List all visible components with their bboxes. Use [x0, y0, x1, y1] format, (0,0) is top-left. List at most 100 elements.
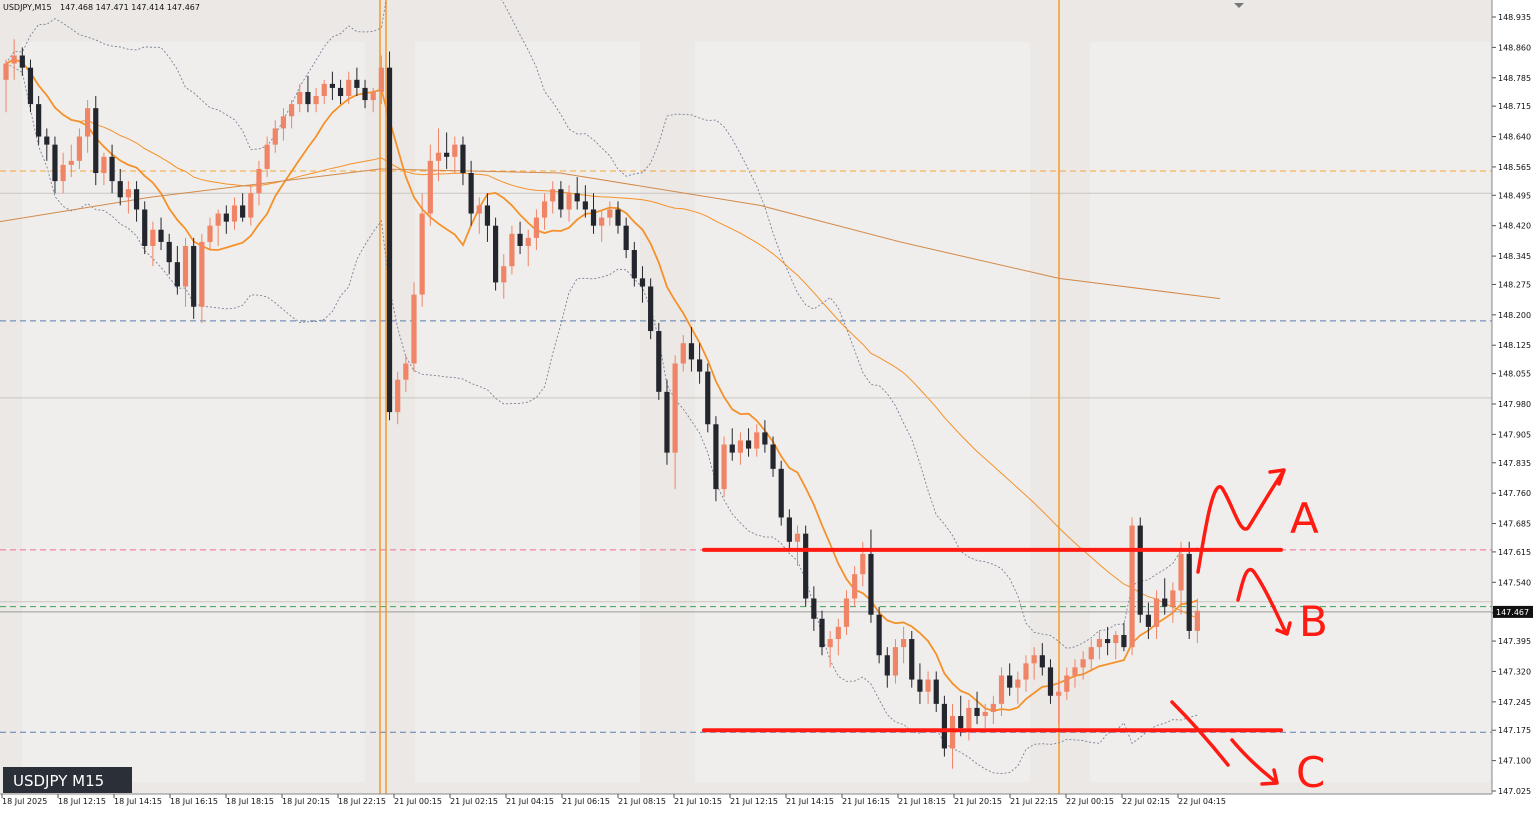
candle-body	[395, 379, 401, 413]
candle-body	[199, 241, 205, 307]
candle-body	[599, 217, 605, 226]
scenario-a-arrowhead	[1268, 468, 1286, 486]
moving-average-mid	[5, 58, 1198, 619]
candle-body	[786, 517, 792, 542]
candle-body	[3, 63, 9, 80]
candle-body	[745, 440, 752, 449]
time-tick-label: 18 Jul 18:15	[226, 797, 274, 806]
price-tick-label: 148.420	[1498, 222, 1531, 231]
ohlc-quote: 147.468 147.471 147.414 147.467	[60, 3, 200, 12]
time-tick-label: 21 Jul 14:15	[786, 797, 834, 806]
candle-body	[811, 598, 817, 619]
candle-body	[1088, 647, 1094, 660]
candle-body	[125, 189, 131, 198]
candle-body	[656, 331, 662, 392]
price-tick-label: 148.275	[1498, 280, 1531, 289]
session-block	[695, 42, 1030, 782]
candle-body	[819, 618, 825, 648]
price-tick-label: 147.395	[1498, 637, 1531, 646]
candle-body	[876, 614, 882, 656]
candle-body	[370, 91, 376, 101]
candle-body	[517, 233, 523, 246]
candle-body	[444, 152, 450, 157]
session-block	[22, 42, 365, 782]
candle-body	[297, 91, 303, 105]
candle-body	[1153, 598, 1160, 627]
candle-body	[27, 67, 34, 105]
session-shading	[22, 42, 1490, 782]
candle-body	[256, 168, 262, 194]
candle-body	[133, 189, 140, 210]
price-tick-label: 148.715	[1498, 102, 1531, 111]
candle-body	[1194, 610, 1200, 631]
candle-body	[909, 639, 915, 680]
candle-body	[958, 716, 964, 729]
time-tick-label: 22 Jul 04:15	[1178, 797, 1226, 806]
candle-body	[925, 679, 931, 692]
candle-body	[142, 209, 148, 246]
time-tick-label: 21 Jul 16:15	[842, 797, 890, 806]
price-tick-label: 147.760	[1498, 489, 1531, 498]
candle-body	[11, 55, 17, 64]
candle-body	[1105, 639, 1111, 644]
candle-body	[697, 359, 703, 372]
candle-body	[550, 189, 556, 202]
candle-body	[158, 229, 164, 242]
scenario-a-label: A	[1290, 494, 1319, 543]
price-tick-label: 148.345	[1498, 252, 1531, 261]
time-tick-label: 21 Jul 06:15	[562, 797, 610, 806]
price-tick-label: 148.125	[1498, 341, 1531, 350]
candle-body	[615, 209, 621, 226]
candle-body	[435, 152, 442, 161]
time-tick-label: 22 Jul 00:15	[1066, 797, 1114, 806]
candle-body	[174, 262, 180, 287]
candle-body	[501, 266, 507, 283]
candle-body	[280, 116, 287, 129]
candle-body	[917, 679, 923, 692]
candle-body	[721, 444, 727, 490]
candle-body	[860, 553, 866, 575]
candle-body	[1178, 553, 1184, 591]
candle-body	[1039, 655, 1045, 668]
watermark-box	[3, 767, 132, 793]
candle-body	[289, 104, 295, 117]
candle-body	[452, 144, 458, 157]
candle-body	[1047, 667, 1054, 696]
candle-body	[346, 79, 352, 97]
candle-body	[460, 144, 466, 174]
time-tick-label: 21 Jul 12:15	[730, 797, 778, 806]
price-tick-label: 148.055	[1498, 370, 1531, 379]
time-tick-label: 21 Jul 08:15	[618, 797, 666, 806]
time-tick-label: 21 Jul 18:15	[898, 797, 946, 806]
candle-body	[541, 201, 548, 218]
time-tick-label: 21 Jul 04:15	[506, 797, 554, 806]
candle-body	[949, 716, 956, 749]
candle-body	[93, 108, 99, 174]
price-tick-label: 148.495	[1498, 191, 1531, 200]
time-tick-label: 21 Jul 10:15	[674, 797, 722, 806]
price-tick-label: 148.860	[1498, 43, 1531, 52]
candle-body	[533, 217, 539, 238]
candle-body	[770, 444, 776, 469]
candle-body	[525, 237, 531, 246]
candle-body	[419, 213, 425, 295]
candle-body	[1113, 634, 1119, 644]
candle-body	[941, 703, 947, 749]
candle-body	[337, 87, 344, 97]
candle-body	[85, 108, 91, 137]
candle-body	[982, 711, 988, 717]
candle-body	[215, 213, 221, 226]
candle-body	[1170, 590, 1176, 607]
candle-body	[354, 79, 360, 88]
candle-body	[843, 598, 850, 627]
candle-body	[305, 91, 311, 105]
candle-body	[329, 83, 335, 88]
candle-body	[427, 160, 433, 214]
candle-body	[109, 156, 115, 182]
candle-body	[705, 371, 711, 425]
candle-body	[1072, 667, 1078, 676]
candle-body	[207, 225, 213, 242]
candle-body	[966, 707, 972, 729]
candle-body	[835, 626, 841, 640]
